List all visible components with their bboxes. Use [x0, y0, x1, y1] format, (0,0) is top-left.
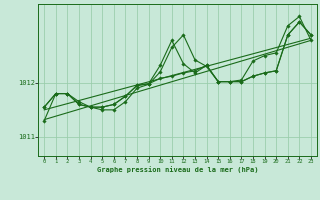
X-axis label: Graphe pression niveau de la mer (hPa): Graphe pression niveau de la mer (hPa)	[97, 167, 258, 173]
